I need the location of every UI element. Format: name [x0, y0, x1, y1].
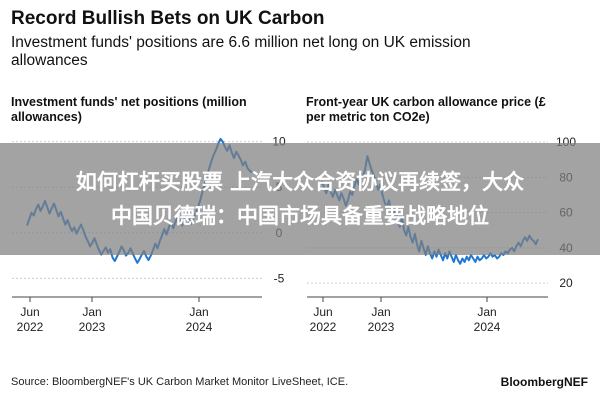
right-y-tick-label: 20: [559, 276, 573, 290]
right-x-tick-label: Jun: [313, 305, 332, 319]
left-chart-title: Investment funds' net positions (million…: [11, 95, 247, 124]
left-x-tick-label: Jan: [189, 305, 208, 319]
overlay-headline[interactable]: 如何杠杆买股票 上汽大众合资协议再续签，大众 中国贝德瑞：中国市场具备重要战略地…: [10, 165, 590, 233]
page-subtitle: Investment funds' positions are 6.6 mill…: [11, 34, 471, 69]
brand-logo: BloombergNEF: [500, 375, 588, 389]
overlay-line-1[interactable]: 如何杠杆买股票 上汽大众合资协议再续签，大众: [75, 170, 525, 194]
right-x-tick-label: 2022: [310, 320, 337, 334]
left-x-tick-label: 2023: [79, 320, 106, 334]
page-title: Record Bullish Bets on UK Carbon: [11, 8, 325, 29]
left-y-tick-label: -5: [274, 271, 285, 285]
right-x-tick-label: Jan: [371, 305, 390, 319]
overlay-line-2[interactable]: 中国贝德瑞：中国市场具备重要战略地位: [111, 204, 489, 228]
right-x-tick-label: 2023: [368, 320, 395, 334]
left-x-tick-label: Jan: [82, 305, 101, 319]
source-note: Source: BloombergNEF's UK Carbon Market …: [11, 376, 349, 388]
headline-overlay-banner[interactable]: 如何杠杆买股票 上汽大众合资协议再续签，大众 中国贝德瑞：中国市场具备重要战略地…: [0, 143, 600, 255]
right-x-tick-label: 2024: [474, 320, 501, 334]
right-chart-title: Front-year UK carbon allowance price (£ …: [306, 95, 546, 124]
right-x-tick-label: Jan: [477, 305, 496, 319]
left-x-tick-label: 2022: [17, 320, 44, 334]
left-x-tick-label: Jun: [20, 305, 39, 319]
left-x-tick-label: 2024: [186, 320, 213, 334]
